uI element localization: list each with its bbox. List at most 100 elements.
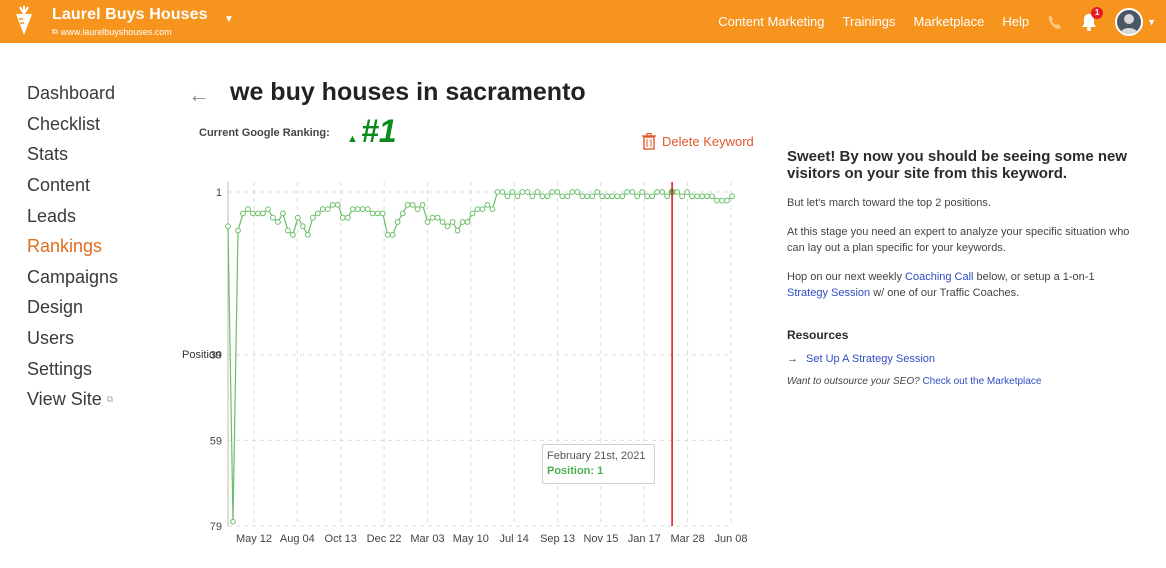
data-point[interactable] [489,206,496,213]
data-point[interactable] [729,193,735,200]
data-point[interactable] [614,193,621,200]
data-point[interactable] [529,193,536,200]
data-point[interactable] [225,223,231,230]
data-point[interactable] [324,206,331,213]
data-point[interactable] [389,231,396,238]
nav-marketplace[interactable]: Marketplace [913,14,985,29]
data-point[interactable] [359,206,366,213]
marketplace-link[interactable]: Check out the Marketplace [922,376,1042,387]
data-point[interactable] [414,206,421,213]
carrot-logo-icon[interactable] [10,6,38,36]
data-point[interactable] [250,210,256,217]
data-point[interactable] [639,189,646,195]
setup-strategy-session-link[interactable]: Set Up A Strategy Session [806,353,936,365]
data-point[interactable] [474,206,481,213]
brand-url[interactable]: ⧉ www.laurelbuyshouses.com [52,27,208,37]
data-point[interactable] [519,189,526,195]
data-point[interactable] [374,210,381,217]
data-point[interactable] [509,189,516,195]
data-point[interactable] [394,219,401,225]
data-point[interactable] [270,214,276,221]
data-point[interactable] [379,210,386,217]
data-point[interactable] [514,193,521,200]
data-point[interactable] [499,189,506,195]
data-point[interactable] [559,193,566,200]
data-point[interactable] [255,210,261,217]
data-point[interactable] [289,231,296,238]
data-point[interactable] [659,189,666,195]
site-switcher-chevron-down-icon[interactable]: ▼ [224,14,234,25]
sidebar-item-content[interactable]: Content [27,175,91,196]
data-point[interactable] [364,206,371,213]
data-point[interactable] [629,189,636,195]
sidebar-item-settings[interactable]: Settings [27,358,93,379]
data-point[interactable] [504,193,511,200]
avatar[interactable] [1115,7,1144,36]
data-point[interactable] [549,189,556,195]
data-point[interactable] [649,193,656,200]
data-point[interactable] [609,193,616,200]
data-point[interactable] [399,210,406,217]
data-point[interactable] [434,214,441,221]
data-point[interactable] [334,201,341,208]
brand[interactable]: Laurel Buys Houses ⧉ www.laurelbuyshouse… [52,6,208,37]
data-point[interactable] [424,219,431,225]
data-point[interactable] [719,197,725,204]
data-point[interactable] [275,219,281,225]
data-point[interactable] [429,214,436,221]
data-point[interactable] [694,193,700,200]
data-point[interactable] [724,197,730,204]
data-point[interactable] [579,193,586,200]
data-point[interactable] [265,206,271,213]
data-point[interactable] [339,214,346,221]
coaching-call-link[interactable]: Coaching Call [905,271,974,283]
brand-url-text[interactable]: www.laurelbuyshouses.com [60,27,172,37]
data-point[interactable] [469,210,476,217]
data-point[interactable] [279,210,286,217]
data-point[interactable] [344,214,351,221]
account-chevron-down-icon[interactable]: ▼ [1147,16,1156,27]
data-point[interactable] [484,201,491,208]
sidebar-item-campaigns[interactable]: Campaigns [27,266,119,287]
data-point[interactable] [304,231,311,238]
data-point[interactable] [314,210,321,217]
data-point[interactable] [444,223,451,230]
data-point[interactable] [479,206,486,213]
data-point[interactable] [260,210,266,217]
data-point[interactable] [679,193,685,200]
data-point[interactable] [329,201,336,208]
sidebar-item-design[interactable]: Design [27,297,84,318]
data-point[interactable] [569,189,576,195]
data-point[interactable] [624,189,631,195]
data-point[interactable] [245,206,251,213]
sidebar-item-view-site[interactable]: View Site ⧉ [27,384,118,415]
data-point[interactable] [709,193,715,200]
data-point[interactable] [554,189,561,195]
data-point[interactable] [689,193,695,200]
data-point[interactable] [589,193,596,200]
data-point[interactable] [349,206,356,213]
data-point[interactable] [409,201,416,208]
brand-name[interactable]: Laurel Buys Houses [52,6,208,23]
data-point[interactable] [524,189,531,195]
data-point[interactable] [574,189,581,195]
notifications-bell-icon[interactable]: 1 [1081,6,1104,31]
data-point[interactable] [449,219,456,225]
phone-icon[interactable] [1047,14,1063,30]
data-point[interactable] [419,201,426,208]
resource-item[interactable]: → Set Up A Strategy Session [787,353,1132,365]
data-point[interactable] [459,219,466,225]
data-point[interactable] [299,223,306,230]
data-point[interactable] [704,193,710,200]
delete-keyword-button[interactable]: Delete Keyword [642,133,754,150]
data-point[interactable] [714,197,720,204]
data-point[interactable] [654,189,661,195]
data-point[interactable] [544,193,551,200]
data-point[interactable] [404,201,411,208]
nav-trainings[interactable]: Trainings [842,14,896,29]
data-point[interactable] [454,227,461,234]
data-point[interactable] [384,231,391,238]
data-point[interactable] [240,210,246,217]
sidebar-item-dashboard[interactable]: Dashboard [27,83,116,104]
data-point[interactable] [664,193,671,200]
